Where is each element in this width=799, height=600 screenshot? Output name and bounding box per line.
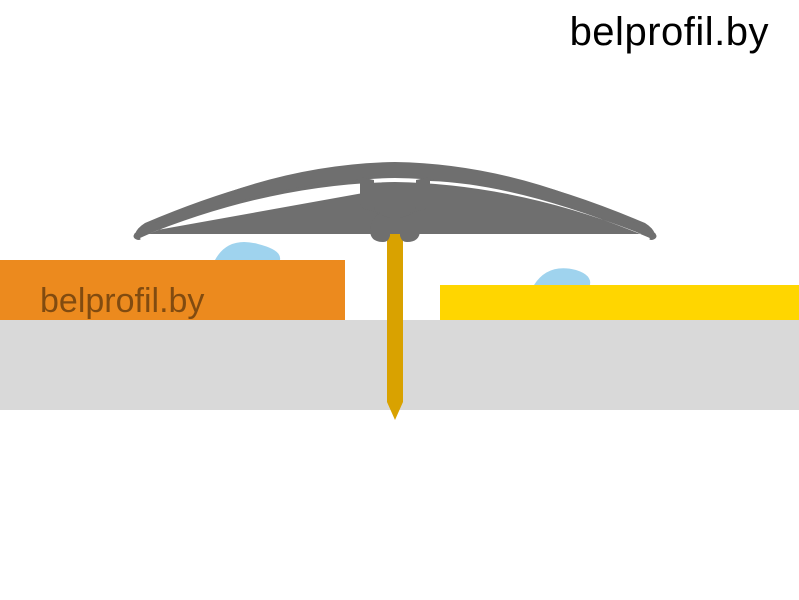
floor-right <box>440 285 799 320</box>
watermark-on-floor: belprofil.by <box>40 282 204 321</box>
glue-right <box>534 268 590 285</box>
watermark-top: belprofil.by <box>570 10 769 55</box>
transition-profile <box>134 162 657 242</box>
glue-left <box>215 242 280 260</box>
